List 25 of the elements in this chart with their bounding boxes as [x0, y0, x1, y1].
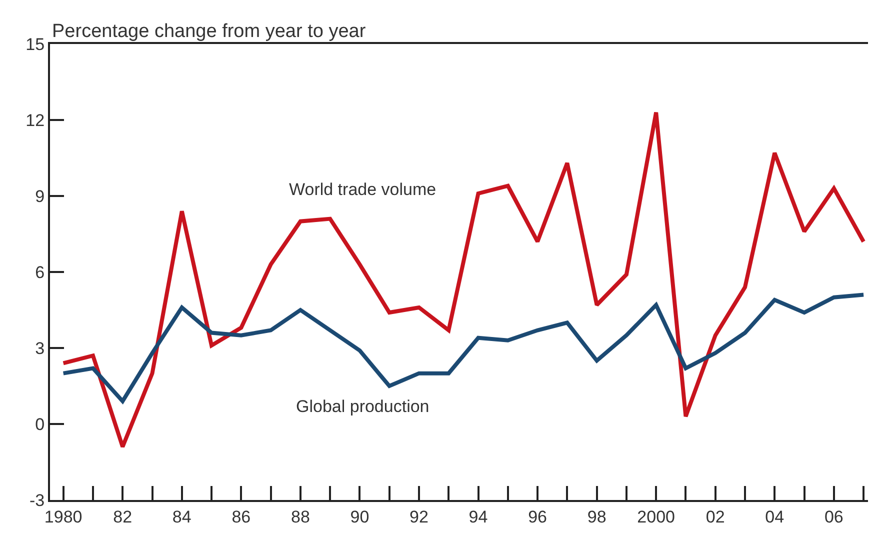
- y-tick-label: 9: [35, 186, 45, 206]
- x-tick-label: 88: [290, 507, 310, 526]
- x-tick-label: 92: [410, 507, 428, 526]
- y-tick-label: 6: [35, 262, 45, 282]
- x-tick-label: 94: [468, 507, 488, 526]
- line-series: [61, 110, 866, 449]
- x-tick-label: 02: [706, 507, 725, 526]
- series-label: Global production: [296, 397, 430, 416]
- x-tick-label: 98: [587, 507, 606, 526]
- x-tick-label: 04: [765, 507, 784, 526]
- x-tick-label: 84: [172, 507, 192, 526]
- x-tick-label: 96: [528, 507, 547, 526]
- x-tick-label: 82: [113, 507, 132, 526]
- y-tick-label: 3: [35, 338, 45, 358]
- y-tick-label: 12: [26, 110, 45, 130]
- y-tick-label: -3: [29, 490, 45, 510]
- series-label: World trade volume: [289, 180, 436, 199]
- y-tick-label: 0: [35, 414, 45, 434]
- x-tick-label: 86: [232, 507, 251, 526]
- x-tick-label: 2000: [637, 507, 676, 526]
- x-tick-label: 06: [824, 507, 844, 526]
- x-tick-label: 1980: [44, 507, 82, 526]
- y-tick-label: 15: [26, 34, 45, 54]
- x-tick-label: 90: [350, 507, 370, 526]
- y-axis-title: Percentage change from year to year: [52, 21, 366, 42]
